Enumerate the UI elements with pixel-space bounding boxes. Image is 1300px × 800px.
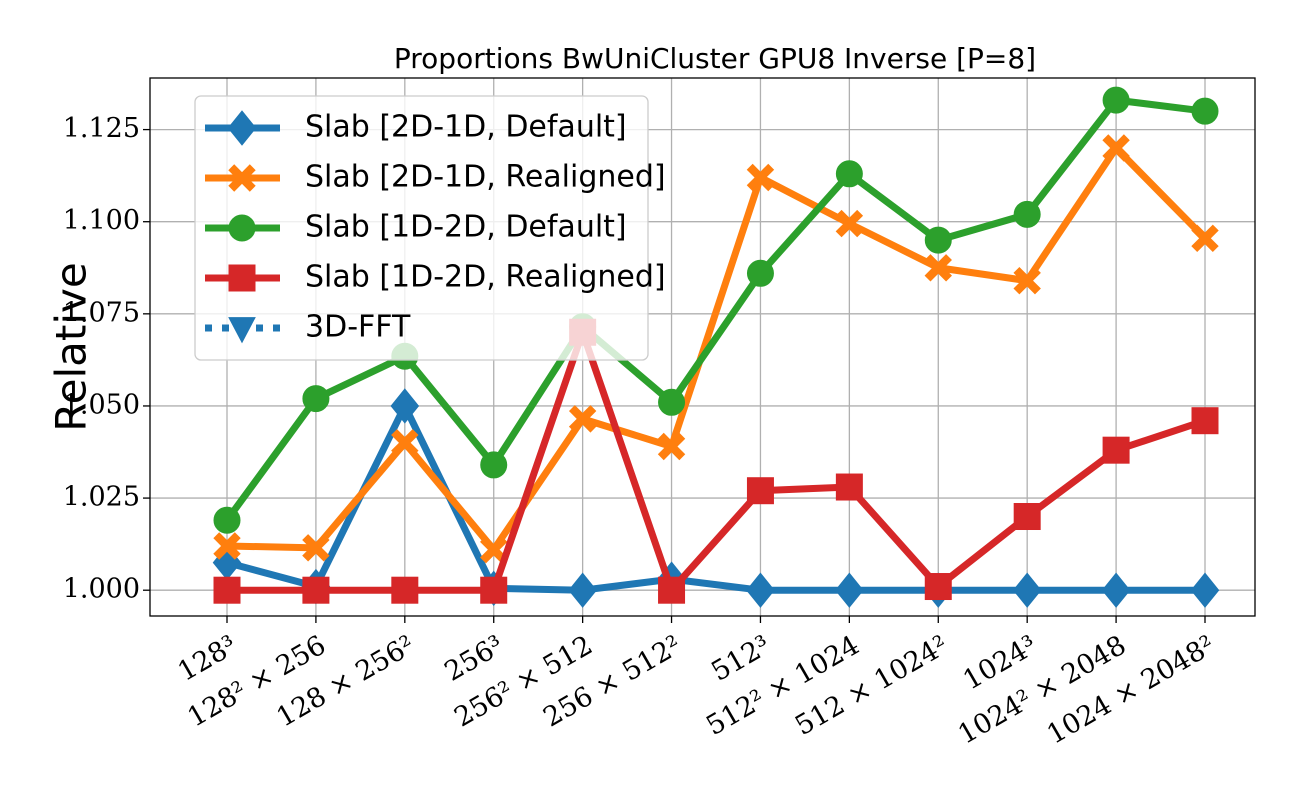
marker [1102, 86, 1130, 114]
marker [1191, 97, 1219, 125]
plot-frame [149, 77, 1256, 617]
marker [1013, 200, 1041, 228]
marker [1102, 436, 1130, 464]
marker [213, 532, 241, 560]
marker [658, 388, 686, 416]
marker [1013, 503, 1041, 531]
legend-marker [228, 164, 256, 192]
marker [835, 209, 864, 238]
marker [302, 576, 330, 604]
y-tick-label: 1.100 [63, 205, 140, 236]
legend-label: Slab [2D-1D, Default] [305, 110, 627, 145]
marker [1101, 572, 1131, 608]
marker [1013, 266, 1041, 295]
marker [391, 429, 419, 457]
marker [746, 163, 775, 192]
marker [1191, 224, 1219, 253]
y-tick-label: 1.000 [63, 574, 140, 605]
marker [924, 254, 952, 282]
legend-label: Slab [1D-2D, Default] [305, 210, 627, 245]
legend-box [194, 95, 649, 361]
legend-marker [227, 110, 257, 146]
marker [1190, 572, 1220, 608]
marker [213, 576, 241, 604]
marker [568, 572, 597, 608]
series-line [224, 96, 1206, 523]
legend-label: Slab [1D-2D, Realigned] [305, 260, 666, 295]
series-line [227, 328, 1207, 594]
y-axis-label: Relative [47, 262, 96, 431]
y-tick-label: 1.025 [63, 482, 140, 513]
legend-marker [228, 264, 256, 292]
y-tick-label: 1.075 [63, 297, 140, 328]
marker [568, 405, 597, 433]
marker [1102, 134, 1130, 162]
marker [746, 477, 774, 505]
marker [480, 451, 508, 479]
series-line [226, 402, 1205, 594]
marker [1191, 407, 1219, 435]
marker [657, 432, 686, 461]
marker [1012, 572, 1042, 608]
marker [302, 534, 330, 562]
marker [924, 226, 952, 254]
legend-label: 3D-FFT [305, 310, 411, 345]
marker [924, 573, 952, 601]
marker [390, 388, 420, 424]
marker [302, 385, 330, 413]
legend-label: Slab [2D-1D, Realigned] [305, 160, 666, 195]
marker [746, 259, 774, 287]
marker [835, 160, 863, 188]
y-tick-label: 1.125 [63, 113, 140, 144]
marker [658, 576, 686, 604]
marker [391, 576, 419, 604]
legend-marker [228, 317, 256, 344]
marker [746, 572, 775, 608]
y-tick-label: 1.050 [63, 389, 140, 420]
marker [213, 506, 241, 534]
marker [480, 576, 508, 604]
chart-title: Proportions BwUniCluster GPU8 Inverse [P… [394, 42, 1036, 75]
legend-marker [228, 214, 256, 242]
series-line [226, 144, 1208, 554]
marker [835, 572, 864, 608]
marker [835, 473, 863, 501]
